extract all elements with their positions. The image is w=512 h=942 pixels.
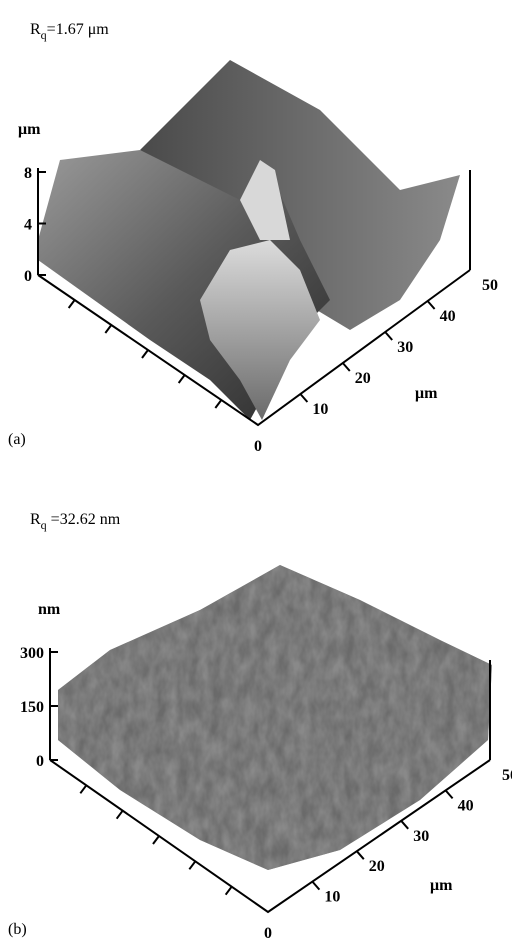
z-tick-label: 150 xyxy=(20,699,44,716)
edge-tick xyxy=(79,784,88,794)
z-tick-label: 8 xyxy=(24,165,32,182)
xy-tick-label: 50 xyxy=(502,767,512,784)
edge-tick xyxy=(299,393,309,403)
edge-tick xyxy=(400,820,409,830)
edge-tick xyxy=(426,300,436,310)
xy-tick-label: 20 xyxy=(369,858,385,875)
z-tick-label: 0 xyxy=(36,753,44,770)
xy-tick-label: 30 xyxy=(413,828,429,845)
xy-unit: μm xyxy=(415,385,438,402)
xy-tick-label: 0 xyxy=(254,438,262,455)
edge-tick xyxy=(141,349,149,359)
edge-tick xyxy=(214,399,223,409)
z-tick-label: 0 xyxy=(24,268,32,285)
xy-tick-label: 30 xyxy=(397,339,413,356)
z-unit: nm xyxy=(38,601,61,618)
edge-tick xyxy=(311,880,321,891)
xy-tick-label: 20 xyxy=(355,370,371,387)
roughness-label: Rq =32.62 nm xyxy=(30,511,121,532)
edge-tick xyxy=(177,374,186,384)
panel-label: (a) xyxy=(8,431,26,448)
xy-tick-label: 40 xyxy=(440,308,456,325)
edge-tick xyxy=(356,850,365,860)
edge-tick xyxy=(342,362,351,372)
edge-tick xyxy=(152,835,160,845)
edge-tick xyxy=(384,331,393,341)
roughness-label: Rq=1.67 μm xyxy=(30,21,109,42)
edge-tick xyxy=(224,886,233,896)
xy-tick-label: 10 xyxy=(312,401,328,418)
surface-a xyxy=(38,60,460,420)
panel-label: (b) xyxy=(8,921,27,938)
edge-tick xyxy=(115,810,124,820)
edge-tick xyxy=(67,299,76,309)
edge-tick xyxy=(188,860,197,870)
xy-tick-label: 0 xyxy=(264,925,272,942)
xy-unit: μm xyxy=(430,877,453,894)
z-tick-label: 300 xyxy=(20,645,44,662)
xy-tick-label: 50 xyxy=(482,277,498,294)
surface-b xyxy=(58,565,492,870)
z-unit: μm xyxy=(18,121,41,138)
xy-tick-label: 10 xyxy=(324,889,340,906)
z-tick-label: 4 xyxy=(24,217,32,234)
edge-tick xyxy=(104,324,113,334)
edge-tick xyxy=(444,789,454,800)
xy-tick-label: 40 xyxy=(458,797,474,814)
